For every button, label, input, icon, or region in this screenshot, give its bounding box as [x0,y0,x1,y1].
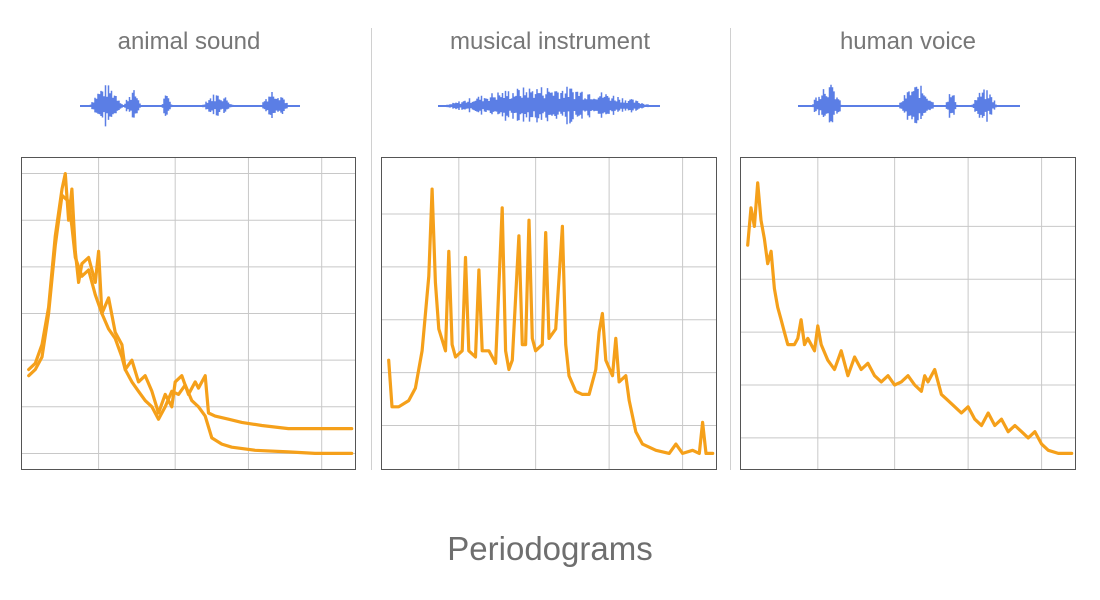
periodogram-human-voice [740,157,1076,470]
panel-title-human-voice: human voice [839,28,977,55]
spectrum-line [387,187,715,455]
waveform-trace [810,84,999,124]
plot-background [741,158,1075,469]
spectrum-line [746,181,1074,455]
column-divider [371,28,372,470]
periodogram-musical-instrument [381,157,717,470]
plot-frame [740,157,1076,470]
waveform-trace [443,86,655,125]
figure-caption: Periodograms [447,530,653,567]
periodogram-animal-sound [21,157,356,470]
waveform-animal-sound [80,85,300,127]
column-divider [730,28,731,470]
spectrum-line [27,193,354,455]
plot-frame [381,157,717,470]
waveform-musical-instrument [438,86,660,125]
panel-title-animal-sound: animal sound [117,28,261,55]
waveform-trace [88,85,290,127]
waveform-human-voice [798,84,1020,124]
panel-title-musical-instrument: musical instrument [449,28,651,55]
plot-frame [21,157,356,470]
